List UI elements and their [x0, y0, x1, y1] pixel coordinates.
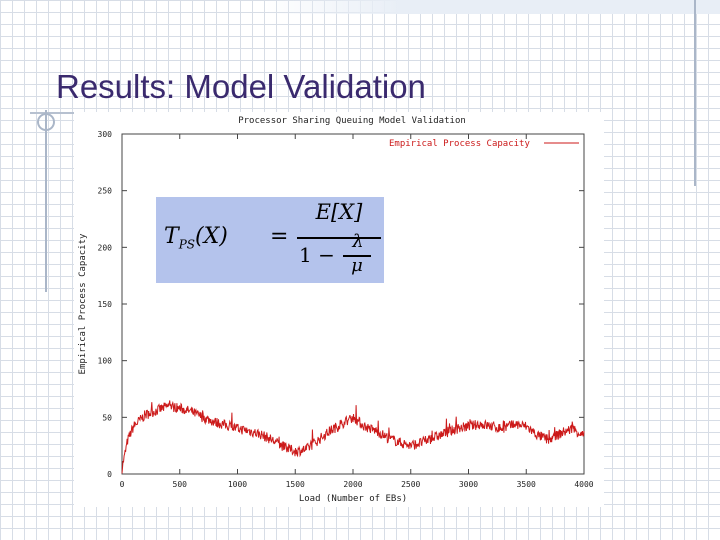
x-tick-label: 4000 [574, 480, 593, 489]
x-tick-label: 1500 [286, 480, 305, 489]
formula-box: TPS(X) = E[X] 1 − λ μ [156, 197, 384, 283]
y-axis-label: Empirical Process Capacity [78, 233, 88, 374]
formula-denominator: 1 − [299, 243, 335, 267]
series-layer [121, 400, 585, 474]
plot-frame [121, 133, 585, 475]
line-chart: Processor Sharing Queuing Model Validati… [78, 116, 594, 504]
y-tick-label: 50 [102, 413, 112, 422]
formula-lhs: TPS(X) [164, 224, 228, 251]
y-tick-label: 0 [107, 470, 112, 479]
x-tick-label: 2500 [401, 480, 420, 489]
y-axis: 0 50 100 150 200 250 300 [98, 130, 584, 479]
formula-numerator: E[X] [315, 200, 363, 224]
chart-container: Processor Sharing Queuing Model Validati… [74, 112, 604, 507]
y-tick-label: 100 [98, 357, 113, 366]
chart-title: Processor Sharing Queuing Model Validati… [238, 116, 466, 126]
x-tick-label: 3000 [459, 480, 478, 489]
x-axis-label: Load (Number of EBs) [299, 494, 407, 504]
x-tick-label: 3500 [517, 480, 536, 489]
x-tick-label: 1000 [228, 480, 247, 489]
accent-circle-icon [37, 113, 55, 131]
slide-title: Results: Model Validation [56, 68, 426, 105]
x-axis: 0 500 1000 1500 2000 2500 3000 3500 4000 [120, 134, 594, 489]
formula-lambda: λ [352, 231, 364, 252]
y-tick-label: 250 [98, 187, 113, 196]
formula-denominator-minus: − [318, 243, 335, 267]
formula-mu: μ [351, 255, 363, 276]
formula-lhs-argument: (X) [194, 224, 228, 249]
x-tick-label: 500 [173, 480, 188, 489]
formula-lhs-symbol: T [164, 224, 179, 249]
formula-denominator-one: 1 [299, 243, 312, 267]
series-line-empirical-process-capacity [121, 400, 585, 474]
formula-lhs-subscript: PS [178, 237, 195, 252]
y-tick-label: 300 [98, 130, 113, 139]
legend-label: Empirical Process Capacity [389, 139, 530, 149]
formula-inner-fraction-bar [343, 255, 371, 257]
y-tick-label: 150 [98, 300, 113, 309]
x-tick-label: 2000 [343, 480, 362, 489]
right-accent-line [694, 0, 696, 186]
x-tick-label: 0 [120, 480, 125, 489]
y-tick-label: 200 [98, 243, 113, 252]
title-accent-bar [265, 0, 720, 14]
formula-fraction-bar [297, 237, 381, 239]
formula-equals: = [270, 224, 289, 249]
left-accent-line [45, 110, 47, 292]
